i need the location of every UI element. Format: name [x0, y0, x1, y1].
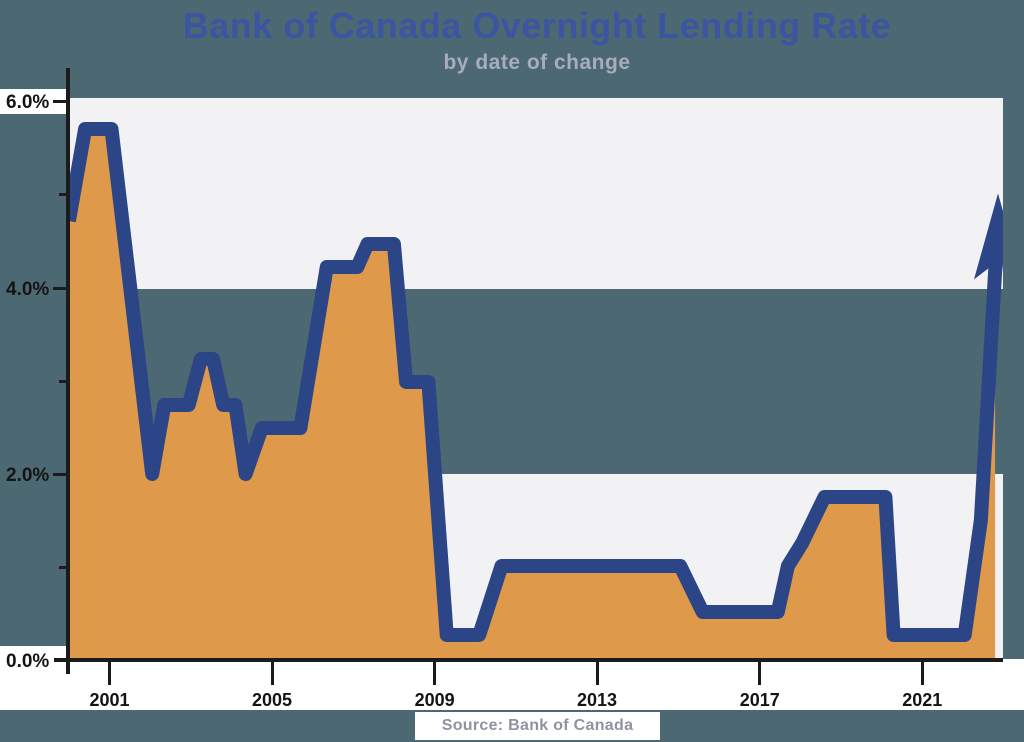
- y-tick-label: 6.0%: [6, 92, 50, 113]
- x-label-strip: [0, 659, 1024, 710]
- x-axis-tick: [433, 661, 437, 685]
- x-axis-line: [54, 658, 1003, 662]
- y-axis-minor-tick: [59, 566, 69, 569]
- rate-line-series: [70, 122, 1003, 642]
- y-axis-line: [66, 68, 70, 674]
- source-chip: [415, 712, 660, 740]
- x-tick-label: 2001: [89, 690, 130, 710]
- x-axis-tick: [758, 661, 762, 685]
- band-4-to-6-percent: [70, 98, 1003, 289]
- rate-chart: [70, 122, 1003, 658]
- y-tick-label: 2.0%: [6, 465, 50, 486]
- y-axis-major-tick: [53, 287, 69, 290]
- y-axis-major-tick: [53, 473, 69, 476]
- y-tick-label: 0.0%: [6, 651, 50, 672]
- x-tick-label: 2013: [576, 690, 618, 710]
- x-tick-label: 2017: [739, 690, 780, 710]
- x-tick-label: 2009: [414, 690, 455, 710]
- x-axis-tick: [108, 661, 111, 685]
- x-axis-tick: [920, 661, 924, 685]
- rate-area-series: [70, 129, 996, 658]
- up-arrow-icon: [974, 193, 1003, 280]
- y-axis-major-tick: [53, 100, 69, 103]
- y-axis-minor-tick: [59, 193, 69, 196]
- source-caption: Source: Bank of Canada: [441, 717, 634, 734]
- x-tick-label: 2005: [251, 690, 293, 710]
- x-axis-tick: [595, 661, 599, 685]
- page-title: Bank of Canada Overnight Lending Rate: [182, 5, 892, 46]
- page-subtitle: by date of change: [443, 51, 631, 74]
- plot-area: [70, 98, 1003, 658]
- y-axis-minor-tick: [59, 380, 69, 383]
- x-tick-label: 2021: [902, 690, 943, 710]
- x-axis-tick: [270, 661, 274, 685]
- y-tick-label: 4.0%: [6, 279, 50, 300]
